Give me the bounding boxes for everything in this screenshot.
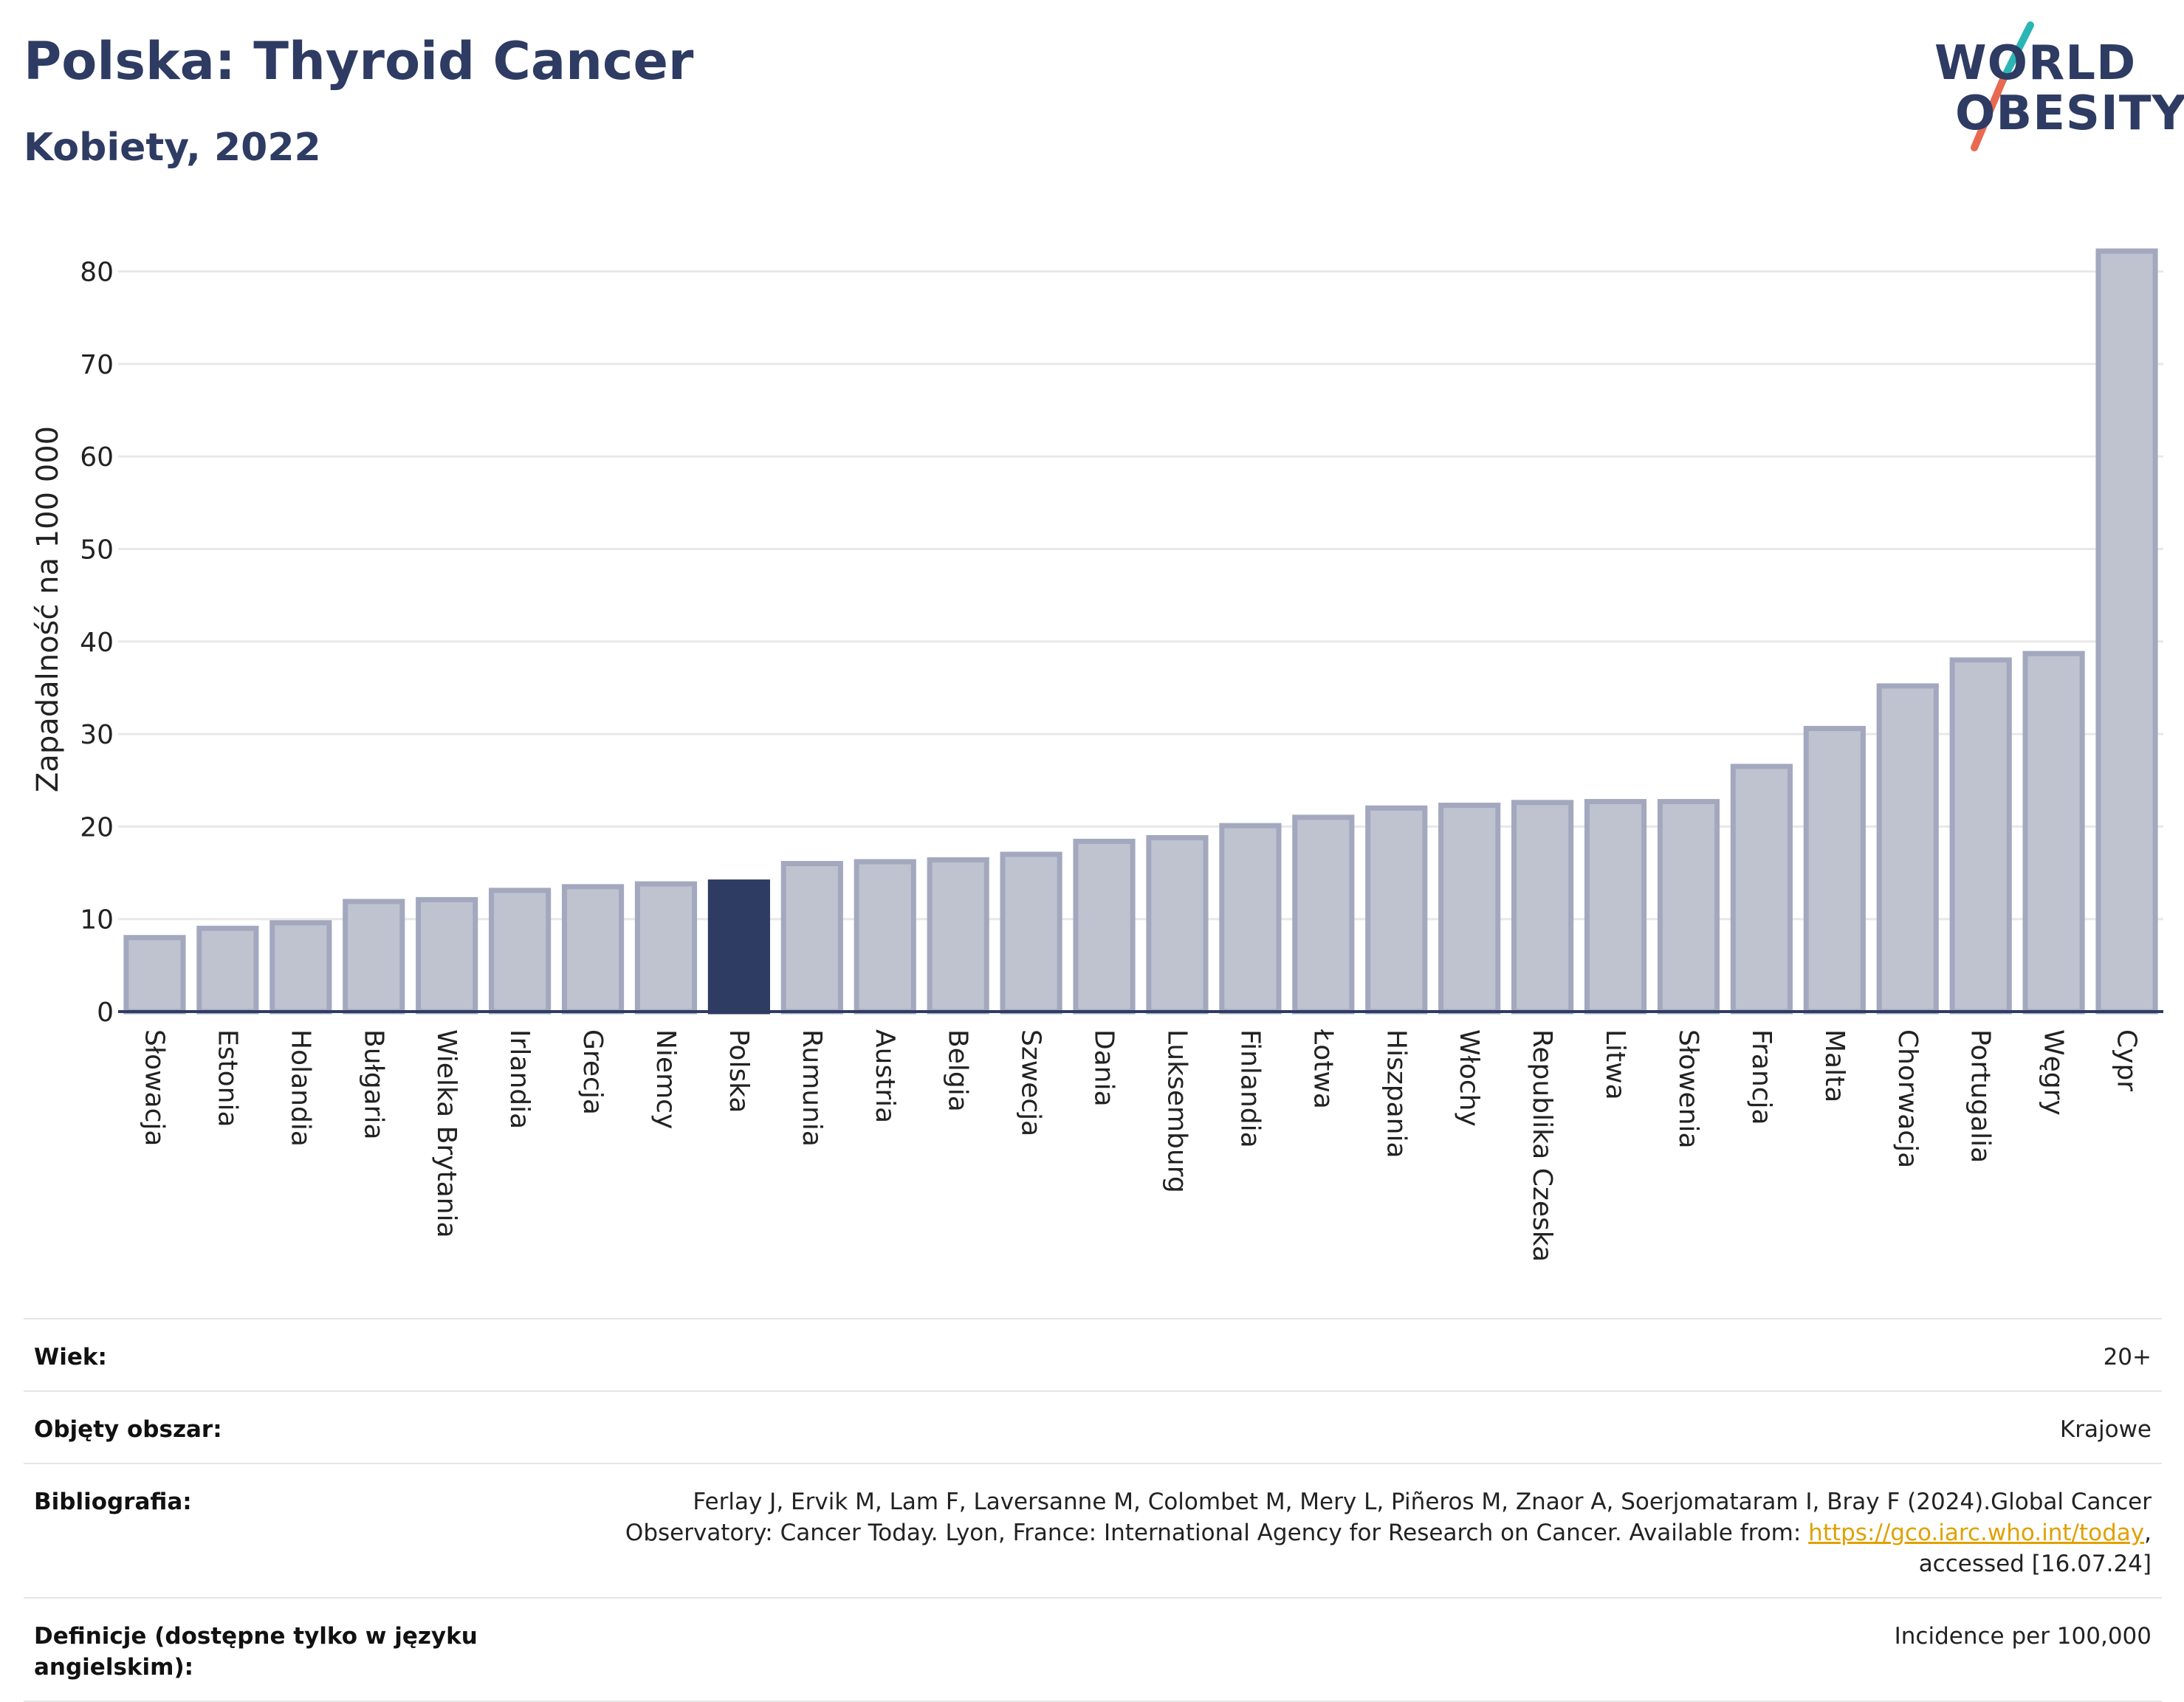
x-tick-label: Słowenia <box>1673 1029 1703 1149</box>
logo-text-obesity: OBESITY <box>1955 86 2184 141</box>
x-tick-label: Polska <box>724 1029 754 1113</box>
axes: 0 10 20 30 40 50 60 70 80 Słowacja Estonia Holandia… <box>80 258 2163 1262</box>
x-tick-label: Republika Czeska <box>1527 1029 1557 1262</box>
bar-chart: 0 10 20 30 40 50 60 70 80 Słowacja Estonia Holandia… <box>31 248 2163 1262</box>
y-tick-label: 40 <box>80 628 114 658</box>
chart-subtitle: Kobiety, 2022 <box>24 126 321 170</box>
bibliography-line-1: Ferlay J, Ervik M, Lam F, Laversanne M, … <box>693 1489 2152 1515</box>
x-tick-label: Irlandia <box>504 1029 535 1129</box>
bar-country[interactable] <box>196 925 259 1015</box>
x-tick-label: Słowacja <box>139 1029 169 1146</box>
bar-country[interactable] <box>1365 805 1428 1015</box>
x-tick-label: Łotwa <box>1308 1029 1338 1109</box>
bar-country[interactable] <box>1730 764 1793 1015</box>
bar-country[interactable] <box>1073 838 1136 1015</box>
x-tick-label: Belgia <box>943 1029 973 1112</box>
y-tick-label: 60 <box>80 442 114 473</box>
meta-key-area: Objęty obszar: <box>34 1416 222 1443</box>
bar-country[interactable] <box>561 884 625 1015</box>
meta-value-bibliography: Ferlay J, Ervik M, Lam F, Laversanne M, … <box>625 1486 2152 1579</box>
x-tick-label: Bułgaria <box>358 1029 388 1140</box>
bar-country[interactable] <box>634 881 698 1015</box>
bar-country[interactable] <box>1000 851 1062 1015</box>
bar-country[interactable] <box>2022 651 2085 1015</box>
bar-country[interactable] <box>416 896 478 1015</box>
bar-country[interactable] <box>1511 800 1574 1015</box>
bibliography-comma: , <box>2144 1520 2152 1546</box>
chart-title: Polska: Thyroid Cancer <box>24 31 694 92</box>
bar-country[interactable] <box>1219 823 1282 1015</box>
bibliography-line-2: Observatory: Cancer Today. Lyon, France:… <box>625 1520 1809 1546</box>
meta-value-area: Krajowe <box>2059 1416 2152 1443</box>
x-tick-label: Estonia <box>212 1029 242 1128</box>
x-tick-label: Węgry <box>2039 1029 2069 1116</box>
bar-country[interactable] <box>1876 683 1939 1015</box>
x-tick-label: Dania <box>1089 1029 1119 1107</box>
bibliography-line-3: accessed [16.07.24] <box>1918 1551 2152 1577</box>
x-tick-label: Niemcy <box>650 1029 681 1129</box>
bar-country[interactable] <box>343 899 405 1015</box>
x-tick-label: Hiszpania <box>1381 1029 1411 1159</box>
logo-text-world: WORLD <box>1934 36 2137 91</box>
x-tick-label: Holandia <box>285 1029 315 1147</box>
bar-country[interactable] <box>1584 799 1647 1015</box>
meta-key-bibliography: Bibliografia: <box>34 1489 192 1515</box>
bar-country[interactable] <box>854 859 916 1015</box>
bar-country[interactable] <box>123 935 186 1015</box>
bars <box>123 248 2158 1015</box>
x-tick-label: Litwa <box>1600 1029 1630 1100</box>
bar-country[interactable] <box>1438 803 1501 1015</box>
bar-country[interactable] <box>1292 814 1355 1015</box>
meta-key-age: Wiek: <box>34 1344 107 1370</box>
y-tick-label: 50 <box>80 535 114 565</box>
x-tick-label: Austria <box>870 1029 900 1123</box>
y-tick-label: 0 <box>97 998 114 1028</box>
bar-country[interactable] <box>1949 657 2012 1015</box>
y-tick-label: 30 <box>80 720 114 750</box>
x-tick-label: Finlandia <box>1234 1029 1265 1148</box>
bar-country[interactable] <box>780 861 843 1015</box>
bar-country[interactable] <box>927 857 989 1015</box>
bar-country[interactable] <box>2095 248 2158 1015</box>
meta-value-age: 20+ <box>2103 1344 2152 1370</box>
x-tick-label: Portugalia <box>1965 1029 1996 1163</box>
bar-country[interactable] <box>1657 799 1720 1015</box>
y-tick-label: 20 <box>80 812 114 843</box>
x-tick-label: Włochy <box>1454 1029 1484 1127</box>
meta-key-definitions: Definicje (dostępne tylko w języku angie… <box>34 1623 478 1681</box>
world-obesity-logo: WORLD OBESITY <box>1920 21 2184 161</box>
x-tick-label: Malta <box>1819 1029 1850 1102</box>
x-tick-label: Rumunia <box>797 1029 827 1147</box>
meta-row-definitions: Definicje (dostępne tylko w języku angie… <box>24 1599 2162 1702</box>
bar-country[interactable] <box>1803 726 1866 1015</box>
x-tick-label: Luksemburg <box>1161 1029 1192 1193</box>
y-tick-label: 80 <box>80 258 114 288</box>
x-tick-label: Chorwacja <box>1892 1029 1923 1168</box>
bar-country[interactable] <box>489 888 552 1015</box>
meta-value-definitions: Incidence per 100,000 <box>1894 1623 2152 1650</box>
x-tick-label: Grecja <box>577 1029 608 1115</box>
meta-row-area: Objęty obszar: Krajowe <box>24 1392 2162 1464</box>
bar-country[interactable] <box>269 920 332 1015</box>
bar-highlight[interactable] <box>707 879 770 1015</box>
bar-country[interactable] <box>1146 834 1209 1015</box>
y-tick-label: 70 <box>80 350 114 380</box>
meta-row-bibliography: Bibliografia: Ferlay J, Ervik M, Lam F, … <box>24 1464 2162 1599</box>
x-tick-label: Szwecja <box>1016 1029 1046 1136</box>
x-tick-label: Cypr <box>2112 1029 2142 1091</box>
logo-slash-icon <box>1971 21 2034 151</box>
meta-row-age: Wiek: 20+ <box>24 1320 2162 1392</box>
y-axis-label: Zapadalność na 100 000 <box>31 426 65 792</box>
bibliography-link[interactable]: https://gco.iarc.who.int/today <box>1808 1520 2145 1546</box>
y-tick-label: 10 <box>80 905 114 936</box>
x-tick-label: Francja <box>1746 1029 1776 1125</box>
metadata-table: Wiek: 20+ Objęty obszar: Krajowe Bibliog… <box>24 1318 2162 1702</box>
x-tick-label: Wielka Brytania <box>431 1029 461 1238</box>
